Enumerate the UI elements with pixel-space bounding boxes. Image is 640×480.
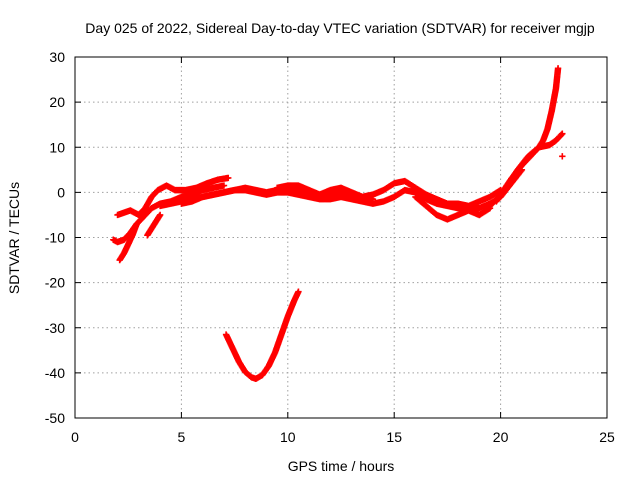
data-point (559, 130, 566, 137)
y-tick-label: -50 (45, 410, 65, 426)
grid (75, 57, 607, 418)
data-point (225, 174, 232, 182)
y-tick-label: 10 (49, 139, 65, 155)
series-track-dip-left (144, 211, 164, 239)
data-point (133, 220, 140, 228)
series-track-middle-b (178, 186, 483, 219)
data-point (220, 182, 228, 189)
chart-title: Day 025 of 2022, Sidereal Day-to-day VTE… (85, 20, 595, 36)
data-point (559, 153, 566, 160)
data-point (369, 195, 377, 203)
data-point (156, 211, 164, 219)
x-tick-label: 20 (493, 429, 509, 445)
y-tick-label: -20 (45, 275, 65, 291)
x-axis-label: GPS time / hours (288, 458, 395, 474)
x-tick-label: 15 (386, 429, 402, 445)
y-tick-label: 20 (49, 94, 65, 110)
plot-frame (74, 56, 608, 419)
y-tick-label: 0 (57, 184, 65, 200)
series-track-rise-to-peak (486, 65, 562, 210)
series-track-midday-bump (273, 182, 377, 203)
y-tick-label: -10 (45, 230, 65, 246)
y-tick-label: 30 (49, 49, 65, 65)
x-tick-label: 25 (599, 429, 615, 445)
series-point-isolated-late (559, 153, 566, 160)
data-points (110, 65, 566, 382)
x-tick-label: 5 (178, 429, 186, 445)
y-axis-label: SDTVAR / TECUs (6, 182, 22, 294)
series-track-end-plateau (493, 130, 566, 205)
x-tick-label: 10 (280, 429, 296, 445)
data-point (295, 288, 302, 295)
series-track-spike-early (116, 220, 140, 264)
x-tick-label: 0 (71, 429, 79, 445)
y-tick-label: -40 (45, 365, 65, 381)
series-track-deep-trough (222, 288, 302, 382)
tick-labels: 0 5 10 15 20 25 -50 -40 -30 -20 -10 0 10 20 30 (45, 49, 615, 445)
data-point (554, 65, 562, 72)
y-tick-label: -30 (45, 320, 65, 336)
